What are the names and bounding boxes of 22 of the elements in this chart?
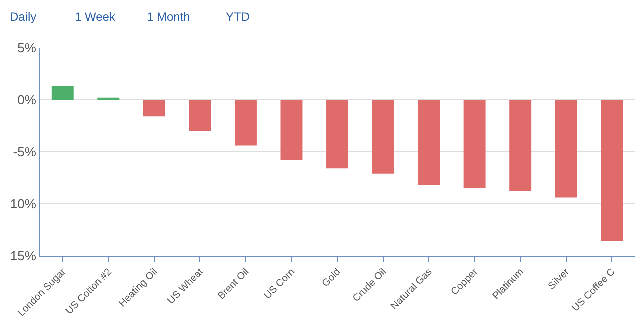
bar xyxy=(372,100,394,174)
bar xyxy=(326,100,348,169)
bar xyxy=(601,100,624,242)
bar xyxy=(555,100,578,198)
text: 1 Month xyxy=(147,10,190,24)
bar xyxy=(280,100,303,160)
bar xyxy=(143,100,166,117)
text: YTD xyxy=(226,10,250,24)
y-tick-label: -5% xyxy=(13,144,37,160)
y-tick-label: 15% xyxy=(10,248,37,264)
bar xyxy=(418,100,440,186)
bar xyxy=(52,86,74,100)
text: Daily xyxy=(10,10,37,24)
bar xyxy=(234,100,257,146)
y-tick-label: 5% xyxy=(18,40,37,56)
bar xyxy=(189,100,212,132)
x-tick-label: US Corn xyxy=(262,266,298,302)
y-tick-label: 10% xyxy=(10,196,37,212)
y-tick-label: 0% xyxy=(18,92,37,108)
bar xyxy=(510,100,532,192)
text: 1 Week xyxy=(75,10,116,24)
bar xyxy=(464,100,486,188)
